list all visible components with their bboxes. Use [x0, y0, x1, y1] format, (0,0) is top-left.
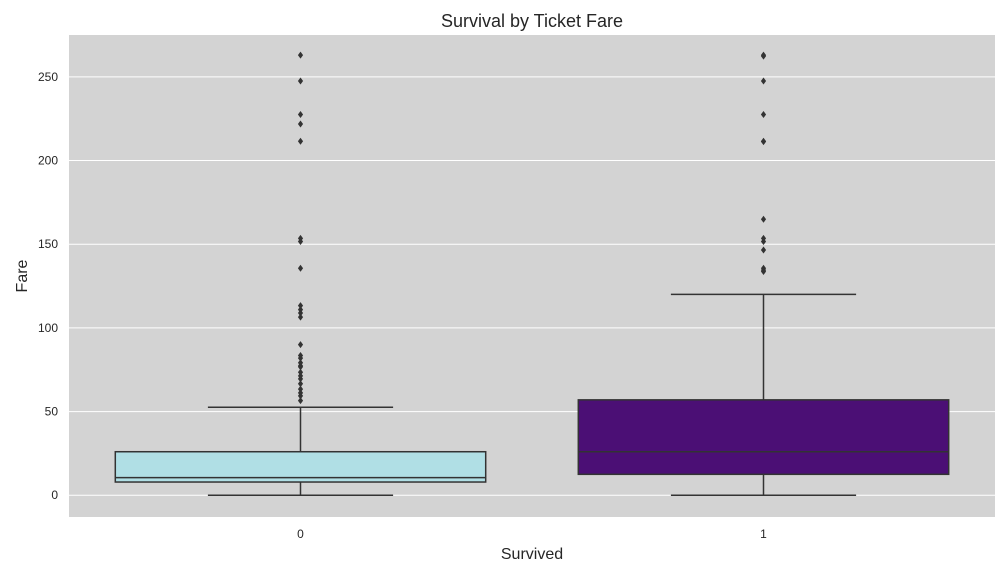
outlier-point [297, 234, 304, 242]
outlier-point [297, 380, 304, 388]
outlier-point [760, 234, 767, 242]
y-tick-label: 250 [38, 70, 58, 84]
outlier-point [297, 368, 304, 376]
outlier-point [297, 389, 304, 397]
outlier-point [297, 110, 304, 118]
outlier-point [297, 372, 304, 380]
x-axis-label: Survived [501, 546, 563, 563]
box-iqr [577, 399, 950, 476]
outlier-point [297, 264, 304, 272]
outlier-point [297, 120, 304, 128]
y-tick-label: 100 [38, 321, 58, 335]
outlier-point [297, 302, 304, 310]
outlier-point [297, 77, 304, 85]
outlier-point [297, 51, 304, 59]
outlier-point [297, 397, 304, 405]
outlier-point [297, 313, 304, 321]
chart-title: Survival by Ticket Fare [441, 11, 623, 31]
y-tick-label: 0 [51, 488, 58, 502]
y-tick-labels: 0 50 100 150 200 250 [38, 70, 58, 502]
outlier-point [297, 341, 304, 349]
outlier-point [297, 351, 304, 359]
outlier-point [297, 359, 304, 367]
y-axis-label: Fare [14, 259, 31, 292]
outlier-point [297, 137, 304, 145]
outlier-point [297, 306, 304, 314]
y-tick-label: 200 [38, 154, 58, 168]
outlier-point [760, 137, 767, 145]
outlier-point [297, 385, 304, 393]
x-tick-label: 0 [297, 527, 304, 541]
x-tick-label: 1 [760, 527, 767, 541]
outlier-point [760, 51, 767, 59]
outlier-point [760, 77, 767, 85]
y-tick-label: 150 [38, 237, 58, 251]
outlier-point [760, 264, 767, 272]
box-layer [114, 51, 950, 496]
outlier-point [760, 110, 767, 118]
box-group-1 [577, 51, 950, 496]
outlier-point [760, 215, 767, 223]
outlier-point [760, 246, 767, 254]
box-group-0 [114, 51, 487, 496]
y-tick-label: 50 [45, 405, 59, 419]
